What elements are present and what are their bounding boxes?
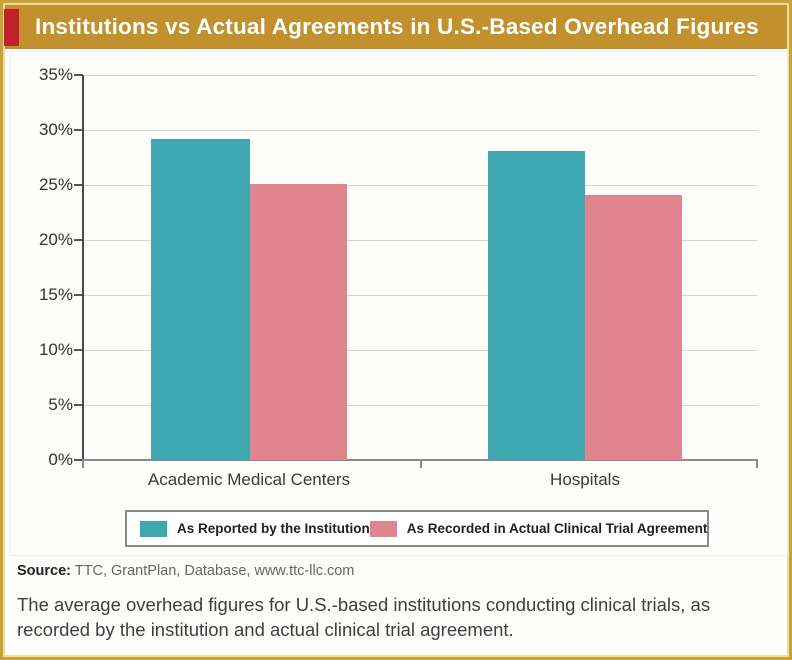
legend-label: As Recorded in Actual Clinical Trial Agr…: [406, 521, 708, 536]
y-axis-label: 20%: [38, 230, 73, 249]
bar-reported: [488, 151, 585, 460]
y-axis-label: 25%: [38, 175, 73, 194]
x-axis-category-label: Academic Medical Centers: [147, 470, 351, 489]
x-axis-category-label: Hospitals: [550, 470, 620, 489]
bar-chart: 0% 5% 10% 15% 20% 25% 30% 35% Academic Medical C…: [3, 3, 789, 657]
y-axis-tick: [74, 294, 83, 296]
caption-text: The average overhead figures for U.S.-ba…: [17, 594, 711, 640]
bar-reported: [151, 139, 250, 460]
y-axis-tick: [74, 74, 83, 76]
y-axis-tick: [74, 184, 83, 186]
y-axis-tick: [74, 239, 83, 241]
gridline: [83, 130, 757, 131]
y-axis-label: 30%: [38, 120, 73, 139]
y-axis-label: 15%: [38, 285, 73, 304]
page-title: Institutions vs Actual Agreements in U.S…: [35, 14, 759, 39]
gridline: [83, 295, 757, 296]
source-label: Source:: [17, 563, 71, 579]
gridline: [83, 350, 757, 351]
y-axis-label: 0%: [48, 450, 73, 469]
chart-panel: [10, 51, 788, 556]
red-accent-block: [4, 9, 19, 46]
title-banner: Institutions vs Actual Agreements in U.S…: [4, 5, 787, 49]
y-axis-tick: [74, 349, 83, 351]
legend-box: As Reported by the Institution As Recorde…: [125, 510, 709, 547]
legend-swatch: [140, 520, 167, 537]
y-axis-label: 35%: [38, 65, 73, 84]
gridline: [83, 185, 757, 186]
source-text: TTC, GrantPlan, Database, www.ttc-llc.co…: [71, 563, 355, 579]
legend-swatch: [369, 520, 397, 537]
y-axis-tick: [74, 404, 83, 406]
gridline: [83, 75, 757, 76]
bar-recorded: [585, 195, 682, 460]
source-line: Source: TTC, GrantPlan, Database, www.tt…: [17, 563, 354, 579]
gridline: [83, 240, 757, 241]
x-axis-tick: [420, 460, 422, 468]
legend-label: As Reported by the Institution: [177, 521, 370, 536]
legend-entry: As Reported by the Institution: [140, 520, 370, 537]
x-axis-tick: [756, 460, 758, 468]
x-axis-tick: [82, 460, 84, 468]
y-axis-tick: [74, 129, 83, 131]
y-axis-label: 5%: [48, 395, 73, 414]
bar-recorded: [250, 184, 347, 460]
y-axis-line: [82, 75, 84, 460]
y-axis-label: 10%: [38, 340, 73, 359]
legend-entry: As Recorded in Actual Clinical Trial Agr…: [369, 520, 708, 537]
y-axis-tick: [74, 459, 83, 461]
gridline: [83, 405, 757, 406]
